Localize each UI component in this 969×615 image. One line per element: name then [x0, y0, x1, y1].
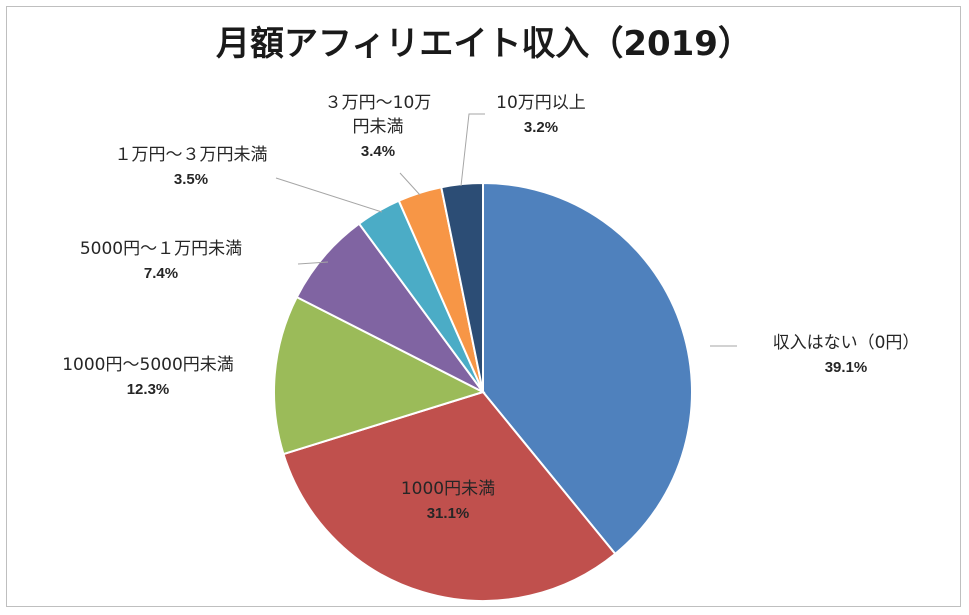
slice-label-3: 5000円～１万円未満 [80, 239, 242, 259]
pie-slice-1 [282, 390, 617, 602]
slice-label-2: 1000円～5000円未満 [62, 355, 234, 375]
leader-line-5 [399, 172, 421, 196]
slice-label-5-line-1: 円未満 [353, 117, 404, 137]
slice-percent-2: 12.3% [127, 381, 170, 398]
leader-line-4 [275, 177, 383, 213]
slice-label-6: 10万円以上 [496, 93, 586, 113]
pie-slice-2 [273, 295, 486, 456]
leader-line-6 [460, 113, 485, 187]
pie-slice-6 [440, 181, 484, 393]
slice-label-1: 1000円未満 [401, 479, 495, 499]
slice-percent-3: 7.4% [144, 265, 178, 282]
slice-label-0: 収入はない（0円） [773, 333, 920, 353]
slice-percent-0: 39.1% [825, 359, 868, 376]
slice-percent-1: 31.1% [427, 505, 470, 522]
chart-title: 月額アフィリエイト収入（2019） [216, 24, 752, 64]
pie-slice-0 [482, 181, 693, 556]
slice-percent-4: 3.5% [174, 171, 208, 188]
slice-label-4: １万円～３万円未満 [115, 145, 268, 165]
slice-percent-6: 3.2% [524, 119, 558, 136]
slice-label-5-line-0: ３万円～10万 [325, 93, 432, 113]
slice-percent-5: 3.4% [361, 143, 395, 160]
pie-slice-3 [295, 222, 484, 393]
leader-line-3 [297, 261, 329, 265]
